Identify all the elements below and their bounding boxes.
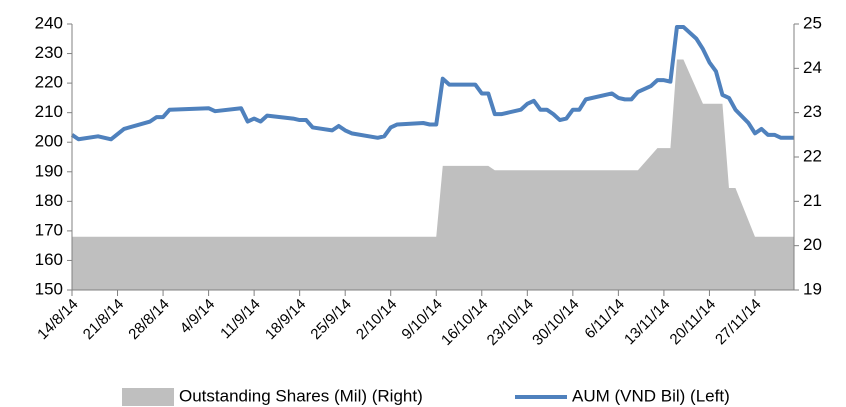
x-tick-label: 28/8/14: [125, 296, 172, 343]
y2-tick-label: 23: [803, 102, 822, 121]
y-tick-label: 220: [35, 73, 63, 92]
x-tick-label: 21/8/14: [80, 296, 127, 343]
x-tick-label: 2/10/14: [353, 296, 400, 343]
y2-tick-label: 19: [803, 279, 822, 298]
x-tick-label: 20/11/14: [667, 296, 720, 349]
legend-label: Outstanding Shares (Mil) (Right): [179, 386, 423, 405]
x-tick-label: 4/9/14: [177, 296, 219, 338]
x-tick-label: 14/8/14: [34, 296, 81, 343]
y-tick-label: 150: [35, 279, 63, 298]
x-tick-label: 27/11/14: [712, 296, 765, 349]
legend-label: AUM (VND Bil) (Left): [572, 386, 730, 405]
y-tick-label: 230: [35, 43, 63, 62]
y2-tick-label: 20: [803, 235, 822, 254]
x-tick-label: 13/11/14: [621, 296, 674, 349]
y2-tick-label: 22: [803, 146, 822, 165]
x-tick-label: 25/9/14: [307, 296, 354, 343]
y2-tick-label: 21: [803, 191, 822, 210]
y-tick-label: 190: [35, 161, 63, 180]
y-tick-label: 170: [35, 220, 63, 239]
y-tick-label: 210: [35, 102, 63, 121]
y2-tick-label: 25: [803, 13, 822, 32]
x-tick-label: 11/9/14: [217, 296, 264, 343]
legend-swatch: [122, 388, 174, 406]
area: [72, 59, 794, 290]
y-tick-label: 180: [35, 191, 63, 210]
y2-tick-label: 24: [803, 58, 822, 77]
x-tick-label: 30/10/14: [529, 296, 582, 349]
line: [70, 24, 794, 142]
x-tick-label: 23/10/14: [484, 296, 537, 349]
x-tick-label: 16/10/14: [438, 296, 491, 349]
y-tick-label: 240: [35, 13, 63, 32]
x-tick-label: 18/9/14: [262, 296, 309, 343]
y-tick-label: 200: [35, 132, 63, 151]
y-tick-label: 160: [35, 250, 63, 269]
